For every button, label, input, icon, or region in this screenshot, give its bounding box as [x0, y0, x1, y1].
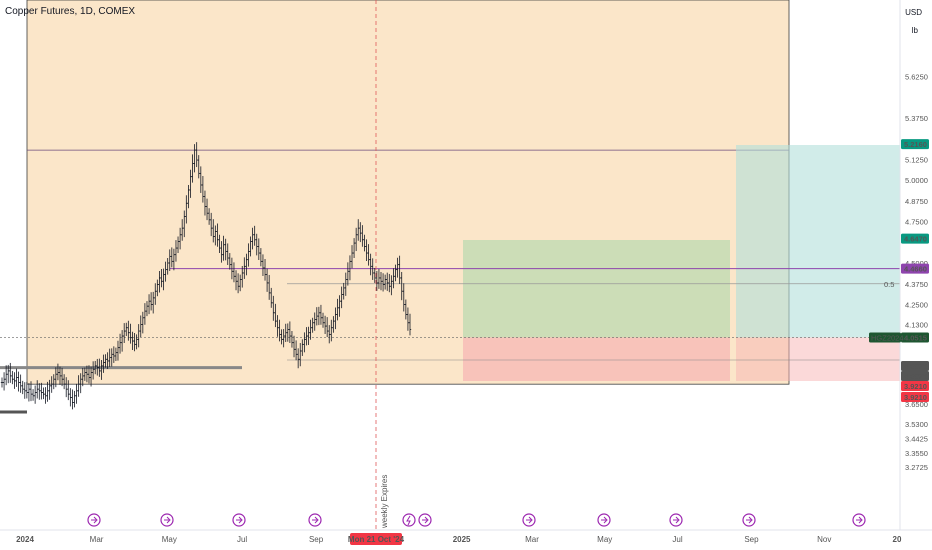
chart-title: Copper Futures, 1D, COMEX: [5, 6, 136, 17]
price-tag[interactable]: [901, 381, 929, 391]
arrow-icon: [91, 516, 98, 524]
price-tag[interactable]: [901, 233, 929, 244]
price-tag-label: 3.9210: [904, 393, 927, 402]
price-tag[interactable]: [901, 263, 929, 274]
x-tick-label: May: [162, 535, 177, 544]
x-tick-label: Sep: [744, 535, 759, 544]
x-tick-label: Jul: [672, 535, 682, 544]
price-tag-label: 4.0375: [904, 372, 927, 381]
time-axis-bg[interactable]: [0, 530, 932, 550]
x-tick-label: 20: [893, 535, 902, 544]
arrow-icon: [673, 516, 680, 524]
x-tick-label: Nov: [817, 535, 831, 544]
arrow-icon: [422, 516, 429, 524]
x-tick-label: May: [597, 535, 612, 544]
loss-box-1[interactable]: [463, 337, 730, 381]
x-tick-label: Mar: [525, 535, 539, 544]
y-tick-label: 5.1250: [905, 155, 928, 164]
weekly-expires-label: weekly Expires: [380, 475, 389, 529]
y-tick-label: 4.1300: [905, 320, 928, 329]
x-tick-label: Mar: [90, 535, 104, 544]
x-tick-label: 2025: [453, 535, 471, 544]
currency-label[interactable]: USD: [905, 8, 922, 17]
y-tick-label: 4.7500: [905, 218, 928, 227]
x-tick-label: 2024: [16, 535, 34, 544]
price-tag-label: 4.4660: [904, 265, 927, 274]
x-tick-label: Jul: [237, 535, 247, 544]
y-tick-label: 3.2725: [905, 463, 928, 472]
y-tick-label: 3.5300: [905, 420, 928, 429]
y-tick-label: 5.3750: [905, 114, 928, 123]
price-axis-bg[interactable]: [900, 0, 932, 550]
price-tag[interactable]: [901, 371, 929, 381]
lightning-icon[interactable]: [402, 513, 416, 527]
price-tag-label: 4.6470: [904, 235, 927, 244]
price-tag[interactable]: [901, 361, 929, 371]
unit-label[interactable]: lb: [911, 26, 918, 35]
price-tag[interactable]: [901, 139, 929, 150]
symbol-tag[interactable]: [869, 332, 901, 343]
y-tick-label: 4.2500: [905, 301, 928, 310]
arrow-icon: [856, 516, 863, 524]
x-tick-label: Sep: [309, 535, 324, 544]
lightning-glyph: [406, 515, 411, 526]
arrow-icon: [746, 516, 753, 524]
y-tick-label: 5.6250: [905, 72, 928, 81]
price-tag-label: 3.9210: [904, 382, 927, 391]
price-tag[interactable]: [901, 392, 929, 402]
price-tag-label: 4.0515: [904, 333, 927, 342]
symbol-tag-label: HGZ2024: [871, 333, 904, 342]
fib-0.5-label: 0.5: [884, 280, 894, 289]
profit-box-1[interactable]: [463, 240, 730, 338]
crosshair-date-tag[interactable]: [350, 533, 402, 545]
crosshair-date-label: Mon 21 Oct '24: [348, 535, 405, 544]
y-tick-label: 3.4425: [905, 435, 928, 444]
y-tick-label: 4.3750: [905, 280, 928, 289]
y-tick-label: 5.0000: [905, 176, 928, 185]
price-tag-label: 4.0375: [904, 362, 927, 371]
loss-box-2[interactable]: [736, 337, 900, 381]
arrow-icon: [164, 516, 171, 524]
arrow-icon: [236, 516, 243, 524]
price-tag-label: 5.2160: [904, 140, 927, 149]
y-tick-label: 4.5000: [905, 259, 928, 268]
profit-box-2[interactable]: [736, 145, 900, 338]
arrow-icon: [526, 516, 533, 524]
y-tick-label: 4.8750: [905, 197, 928, 206]
y-tick-label: 3.6500: [905, 400, 928, 409]
arrow-icon: [312, 516, 319, 524]
y-tick-label: 3.3550: [905, 449, 928, 458]
price-tag[interactable]: [901, 332, 929, 343]
arrow-icon: [601, 516, 608, 524]
